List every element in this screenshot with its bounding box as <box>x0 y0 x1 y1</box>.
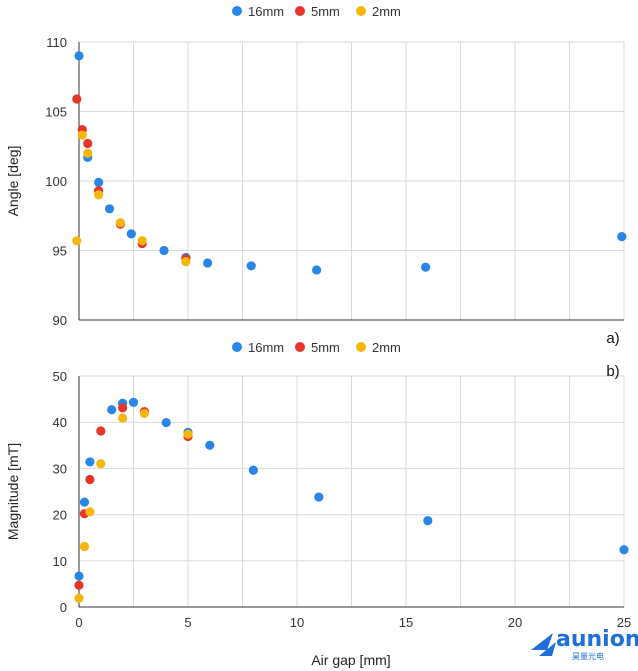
y-tick-label: 0 <box>60 600 67 615</box>
data-point-2mm <box>181 257 191 267</box>
legend-marker-5mm <box>295 6 305 16</box>
data-point-2mm <box>83 148 93 158</box>
x-tick-label: 20 <box>508 615 522 630</box>
data-point-16mm <box>128 397 139 407</box>
legend-label-5mm: 5mm <box>311 4 340 19</box>
legend-label-2mm: 2mm <box>372 340 401 355</box>
legend-marker-2mm <box>356 342 366 352</box>
y-axis-title: Magnitude [mT] <box>5 443 21 540</box>
data-point-16mm <box>421 262 431 272</box>
data-point-16mm <box>246 261 256 271</box>
legend-marker-5mm <box>295 342 305 352</box>
legend-label-5mm: 5mm <box>311 340 340 355</box>
data-point-2mm <box>115 218 126 228</box>
data-point-5mm <box>72 94 82 104</box>
data-point-2mm <box>74 593 84 603</box>
legend-marker-2mm <box>356 6 366 16</box>
data-point-16mm <box>94 177 104 187</box>
data-point-16mm <box>617 232 627 242</box>
data-point-2mm <box>139 408 149 419</box>
data-point-16mm <box>314 492 324 502</box>
data-point-2mm <box>94 190 104 200</box>
data-point-16mm <box>159 245 169 256</box>
data-point-16mm <box>79 497 90 507</box>
data-point-2mm <box>77 130 87 140</box>
data-point-2mm <box>118 413 128 423</box>
y-tick-label: 20 <box>53 508 67 523</box>
aunion-logo: aunion 昊量光电 <box>531 627 638 661</box>
legend-label-16mm: 16mm <box>248 340 284 355</box>
panel-label: a) <box>606 330 619 347</box>
data-point-16mm <box>74 51 84 61</box>
aunion-logo-icon <box>531 633 556 656</box>
data-point-16mm <box>107 405 117 415</box>
y-tick-label: 105 <box>45 105 67 120</box>
x-tick-label: 25 <box>617 615 631 630</box>
data-point-5mm <box>74 580 84 590</box>
legend-label-16mm: 16mm <box>248 4 284 19</box>
data-point-16mm <box>74 571 84 581</box>
y-tick-label: 40 <box>53 415 67 430</box>
angle-chart-panel: 90 95 100 105 110 Angle [deg] a) 16mm 5mm 2mm <box>5 4 627 347</box>
y-tick-label: 50 <box>53 369 67 384</box>
x-tick-label: 5 <box>184 615 191 630</box>
x-tick-label: 10 <box>290 615 304 630</box>
y-tick-label: 95 <box>53 244 67 259</box>
data-point-2mm <box>79 541 90 552</box>
data-point-2mm <box>85 507 95 517</box>
data-point-16mm <box>205 440 215 450</box>
data-point-16mm <box>203 258 213 268</box>
data-point-2mm <box>72 236 82 246</box>
legend-marker-16mm <box>232 342 242 352</box>
data-point-16mm <box>104 204 115 214</box>
y-tick-label: 110 <box>46 35 67 50</box>
data-point-16mm <box>161 418 171 428</box>
y-tick-label: 100 <box>45 174 67 189</box>
data-point-5mm <box>96 426 106 436</box>
data-point-5mm <box>83 138 93 149</box>
legend-label-2mm: 2mm <box>372 4 401 19</box>
data-point-5mm <box>118 403 128 413</box>
x-tick-label: 15 <box>399 615 413 630</box>
data-point-16mm <box>619 545 629 555</box>
legend-marker-16mm <box>232 6 242 16</box>
data-point-2mm <box>96 459 106 469</box>
data-point-16mm <box>248 465 258 475</box>
panel-label: b) <box>606 363 619 380</box>
data-point-16mm <box>312 265 322 275</box>
data-point-16mm <box>126 229 136 239</box>
y-axis-title: Angle [deg] <box>5 146 21 217</box>
y-tick-label: 90 <box>53 313 67 328</box>
data-point-2mm <box>137 236 147 246</box>
logo-text: aunion <box>556 627 638 652</box>
logo-subtext: 昊量光电 <box>572 651 604 661</box>
data-point-16mm <box>423 516 433 526</box>
y-tick-label: 30 <box>53 461 67 476</box>
y-tick-label: 10 <box>53 554 67 569</box>
x-tick-label: 0 <box>75 615 82 630</box>
data-point-2mm <box>183 429 193 439</box>
data-point-16mm <box>85 457 95 467</box>
data-point-5mm <box>85 474 95 485</box>
x-axis-title: Air gap [mm] <box>311 652 390 668</box>
magnitude-chart-panel: 0 10 20 30 40 50 0 5 10 15 20 25 Magnitude [mT] b) 16m… <box>5 340 631 630</box>
